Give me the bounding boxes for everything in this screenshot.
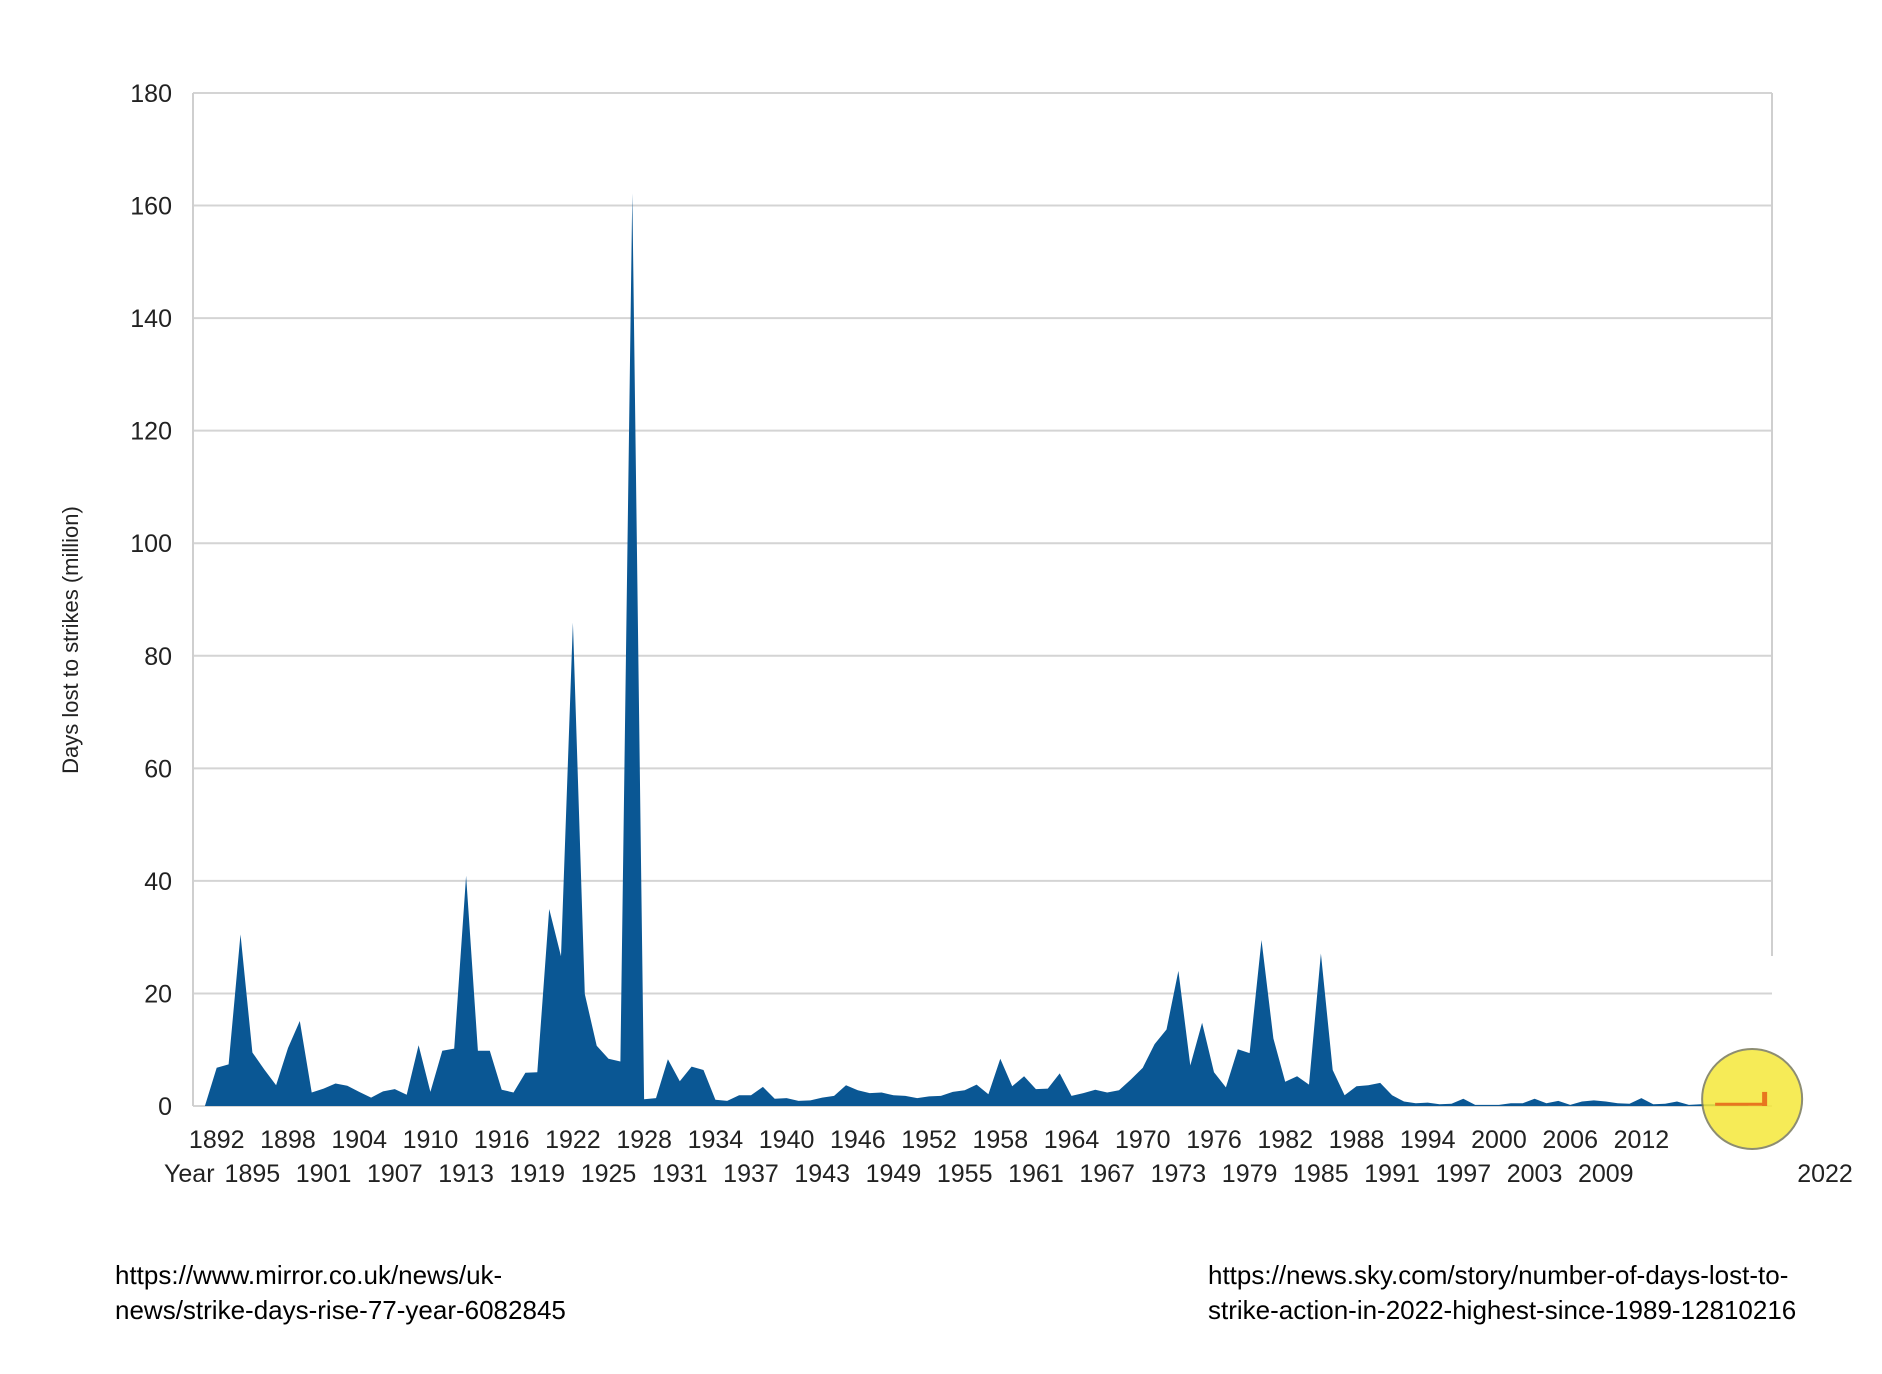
area-layer [204, 193, 1749, 1106]
x-tick-1922: 1922 [545, 1126, 601, 1154]
x-tick-1991: 1991 [1364, 1160, 1420, 1188]
y-tick-labels: 0 20 40 60 80 100 120 140 160 180 [130, 80, 172, 1121]
plot-frame [192, 93, 1773, 1106]
x-tick-1997: 1997 [1436, 1160, 1492, 1188]
x-tick-1901: 1901 [296, 1160, 352, 1188]
x-tick-1907: 1907 [367, 1160, 423, 1188]
y-tick-60: 60 [144, 755, 172, 783]
y-tick-20: 20 [144, 980, 172, 1008]
x-tick-1916: 1916 [474, 1126, 530, 1154]
y-tick-160: 160 [130, 193, 172, 221]
x-tick-1952: 1952 [901, 1126, 957, 1154]
x-tick-1937: 1937 [723, 1160, 779, 1188]
x-tick-1940: 1940 [759, 1126, 815, 1154]
y-axis-title: Days lost to strikes (million) [58, 506, 83, 774]
y-tick-0: 0 [158, 1093, 172, 1121]
x-tick-1979: 1979 [1222, 1160, 1278, 1188]
x-tick-1967: 1967 [1079, 1160, 1135, 1188]
x-tick-1925: 1925 [581, 1160, 637, 1188]
source-link-sky[interactable]: https://news.sky.com/story/number-of-day… [1208, 1260, 1797, 1325]
x-tick-2022: 2022 [1797, 1160, 1853, 1188]
x-tick-1985: 1985 [1293, 1160, 1349, 1188]
y-tick-40: 40 [144, 868, 172, 896]
x-tick-1988: 1988 [1329, 1126, 1385, 1154]
x-tick-1910: 1910 [403, 1126, 459, 1154]
x-tick-labels: 1892 1898 1904 1910 1916 1922 1928 1934 1940 1946… [189, 1126, 1853, 1188]
strike-days-area [204, 193, 1749, 1106]
x-tick-1904: 1904 [331, 1126, 387, 1154]
x-tick-1919: 1919 [509, 1160, 565, 1188]
x-axis-title: Year [164, 1160, 215, 1188]
x-tick-2003: 2003 [1507, 1160, 1563, 1188]
x-tick-1934: 1934 [688, 1126, 744, 1154]
y-tick-80: 80 [144, 643, 172, 671]
y-tick-140: 140 [130, 305, 172, 333]
x-tick-1913: 1913 [438, 1160, 494, 1188]
highlight-layer [1701, 1048, 1804, 1150]
x-tick-1970: 1970 [1115, 1126, 1171, 1154]
source-link-mirror[interactable]: https://www.mirror.co.uk/news/uk- news/s… [115, 1260, 566, 1325]
x-tick-1892: 1892 [189, 1126, 245, 1154]
x-tick-1964: 1964 [1044, 1126, 1100, 1154]
bar-2022 [1762, 1091, 1768, 1106]
y-tick-180: 180 [130, 80, 172, 108]
x-tick-1943: 1943 [794, 1160, 850, 1188]
x-tick-1898: 1898 [260, 1126, 316, 1154]
x-tick-2012: 2012 [1614, 1126, 1670, 1154]
x-tick-2006: 2006 [1542, 1126, 1598, 1154]
x-tick-1994: 1994 [1400, 1126, 1456, 1154]
grid-lines [193, 92, 1772, 1107]
y-tick-100: 100 [130, 530, 172, 558]
x-tick-1958: 1958 [972, 1126, 1028, 1154]
x-tick-1946: 1946 [830, 1126, 886, 1154]
x-tick-1931: 1931 [652, 1160, 708, 1188]
x-tick-1973: 1973 [1151, 1160, 1207, 1188]
x-tick-1949: 1949 [866, 1160, 922, 1188]
x-tick-1976: 1976 [1186, 1126, 1242, 1154]
x-tick-1928: 1928 [616, 1126, 672, 1154]
highlight-2022-circle [1701, 1048, 1804, 1150]
x-tick-1955: 1955 [937, 1160, 993, 1188]
y-tick-120: 120 [130, 418, 172, 446]
x-tick-1982: 1982 [1257, 1126, 1313, 1154]
x-tick-2009: 2009 [1578, 1160, 1634, 1188]
x-tick-1895: 1895 [225, 1160, 281, 1188]
x-tick-2000: 2000 [1471, 1126, 1527, 1154]
x-tick-1961: 1961 [1008, 1160, 1064, 1188]
